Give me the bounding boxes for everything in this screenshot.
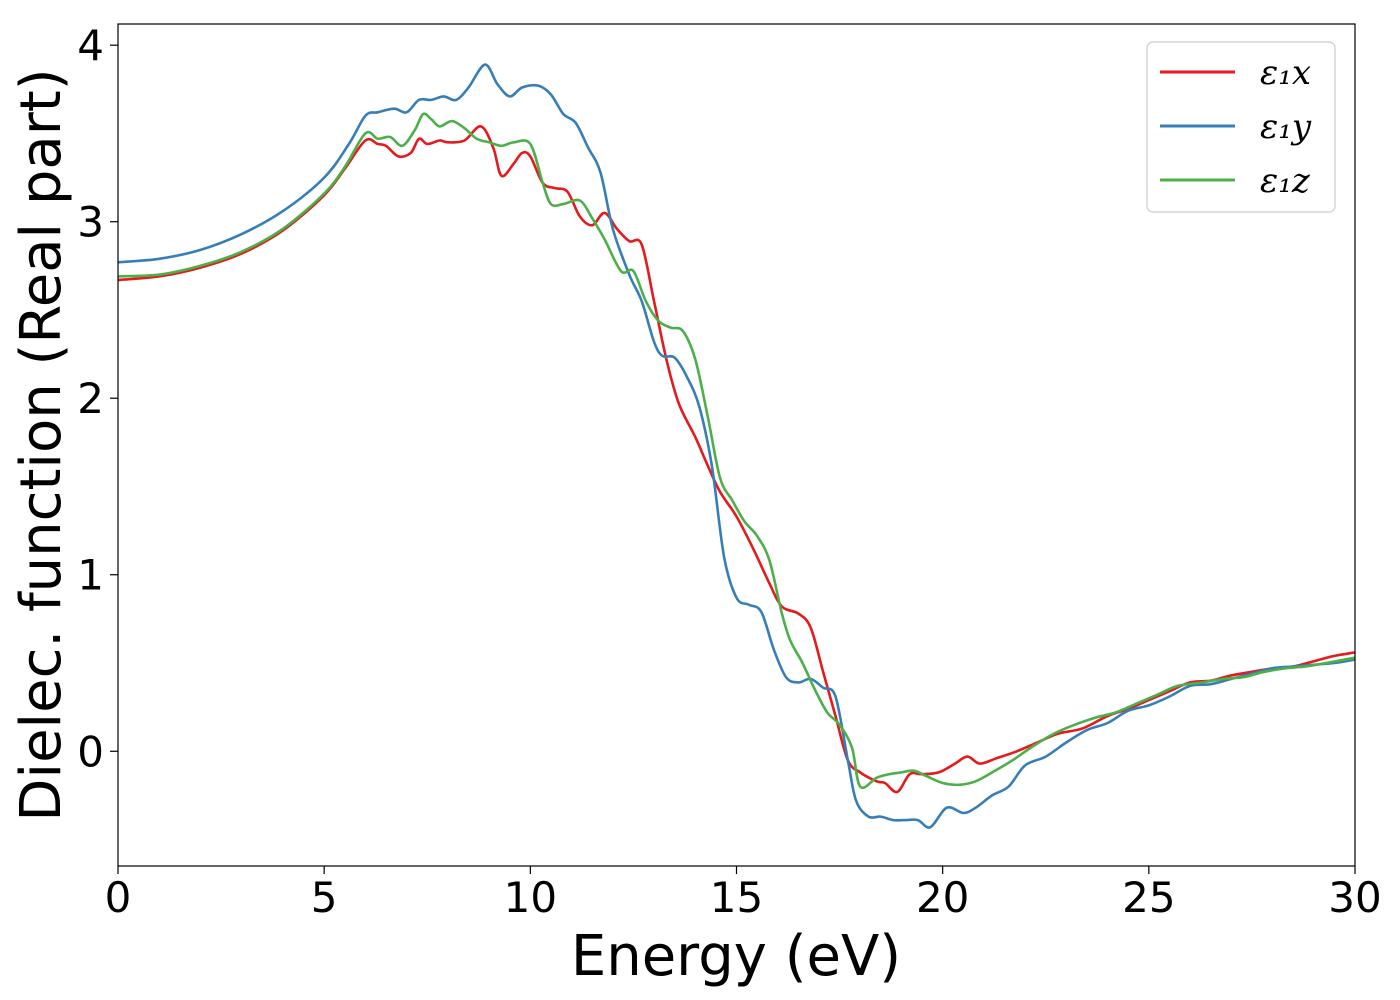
series-line-0 [117,125,1356,794]
y-tick-label: 3 [77,198,104,247]
x-tick-label: 0 [105,873,132,922]
x-tick-label: 25 [1122,873,1175,922]
x-tick-label: 30 [1328,873,1381,922]
legend-box [1146,41,1336,213]
series-line-1 [117,63,1356,829]
y-axis: 0 1 2 3 4 [77,21,118,776]
y-tick-label: 0 [77,727,104,776]
x-axis-title: Energy (eV) [571,924,901,989]
y-tick-label: 4 [77,21,104,70]
x-tick-label: 5 [311,873,338,922]
legend: ε₁x ε₁y ε₁z [1146,41,1336,213]
y-tick-label: 1 [77,551,104,600]
series-layer [117,63,1356,829]
y-tick-label: 2 [77,374,104,423]
series-line-2 [117,112,1356,790]
x-tick-label: 20 [916,873,969,922]
legend-label-ez: ε₁z [1260,161,1311,201]
legend-label-ey: ε₁y [1260,107,1312,147]
y-axis-title: Dielec. function (Real part) [9,68,74,821]
x-axis: 0 5 10 15 20 25 30 [105,866,1382,922]
legend-label-ex: ε₁x [1260,53,1311,93]
x-tick-label: 15 [710,873,763,922]
x-tick-label: 10 [504,873,557,922]
